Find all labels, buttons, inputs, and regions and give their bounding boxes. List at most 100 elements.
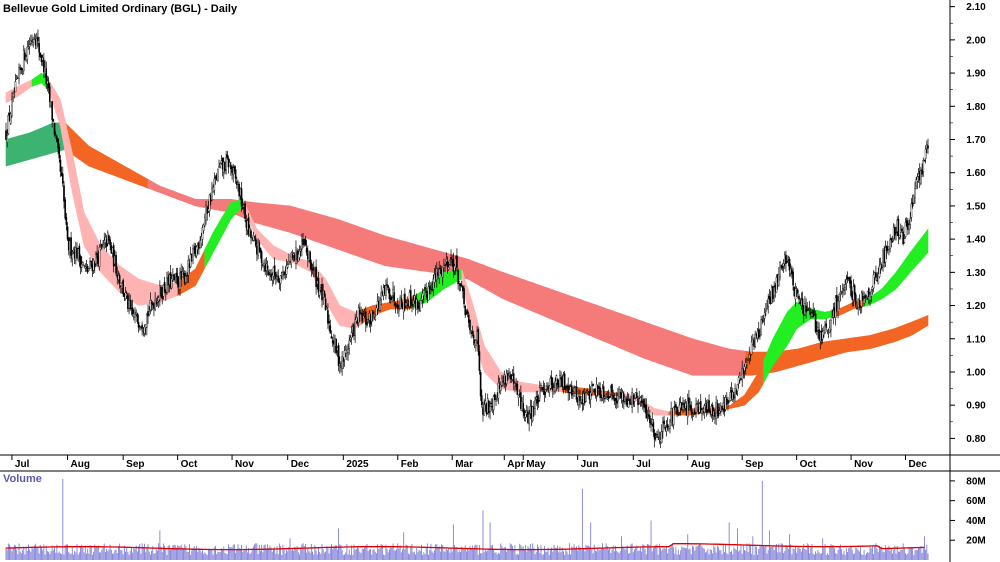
price-candle <box>735 388 738 395</box>
price-candle <box>902 226 904 246</box>
price-candle <box>347 343 349 361</box>
price-candle <box>14 73 17 93</box>
price-candle <box>915 176 917 190</box>
price-candle <box>872 270 875 293</box>
price-candle <box>154 292 156 312</box>
price-candle <box>602 380 605 404</box>
price-candle <box>653 429 656 448</box>
price-axis-ticks: 2.10 2.00 1.90 1.80 1.70 1.60 1.50 1.40 1.30 1.20… <box>950 2 986 456</box>
price-candle <box>898 234 901 240</box>
price-candle <box>612 389 614 400</box>
price-candle <box>875 265 877 281</box>
price-candle <box>595 377 598 402</box>
price-candle <box>354 313 356 343</box>
price-candle <box>636 388 638 399</box>
price-candle <box>490 398 493 412</box>
price-candle <box>53 122 56 137</box>
price-candle <box>83 264 85 268</box>
price-candle <box>554 377 556 394</box>
price-candle <box>695 397 697 418</box>
price-candle <box>341 351 343 376</box>
price-candle <box>93 261 96 273</box>
date-axis-ticks: Jul Aug Sep Oct Nov Dec 2025 Feb Mar Apr May Jun Jul… <box>11 455 928 470</box>
price-candle <box>273 257 276 281</box>
price-candle <box>52 118 55 123</box>
price-candle <box>911 194 914 209</box>
price-candle <box>155 297 158 308</box>
price-candle <box>263 259 265 273</box>
price-candle <box>781 263 784 272</box>
price-candle <box>483 398 485 416</box>
price-candle <box>288 253 290 265</box>
price-candle <box>701 407 703 421</box>
price-candle <box>845 274 848 291</box>
price-candle <box>627 393 630 408</box>
price-candle <box>388 287 391 303</box>
price-candle <box>598 382 600 395</box>
price-candle <box>746 357 748 369</box>
price-candle <box>757 321 760 340</box>
price-candle <box>213 172 216 196</box>
price-candle <box>43 53 45 78</box>
price-candle <box>335 338 338 356</box>
price-candle <box>163 276 166 294</box>
volume-axis-ticks: 80M 60M 40M 20M <box>950 476 986 547</box>
price-candle <box>187 255 190 284</box>
date-tick-label: Apr <box>507 459 524 470</box>
price-candle <box>101 243 103 250</box>
price-candle <box>71 249 74 267</box>
price-candle <box>517 394 520 406</box>
price-candle <box>864 293 867 303</box>
price-candle <box>173 273 175 282</box>
price-candle <box>870 289 872 303</box>
price-candle <box>550 370 553 390</box>
price-candle <box>125 290 128 299</box>
price-candle <box>903 234 906 244</box>
price-candle <box>202 223 205 234</box>
price-candle <box>586 387 588 394</box>
price-candle <box>838 293 841 309</box>
price-candle <box>663 415 665 429</box>
price-candle <box>812 302 814 318</box>
price-candle <box>269 269 271 281</box>
date-tick-label: Dec <box>909 459 928 470</box>
date-tick-label: Sep <box>745 459 763 470</box>
price-candle <box>844 279 846 295</box>
price-candle <box>496 392 498 402</box>
price-candle <box>469 319 471 335</box>
price-candle <box>247 213 250 237</box>
price-candle <box>657 429 659 440</box>
price-candle <box>64 197 66 221</box>
price-candle <box>458 281 461 292</box>
price-candle <box>754 330 756 349</box>
price-candle <box>379 297 381 312</box>
volume-panel-label: Volume <box>3 473 42 485</box>
price-tick-label: 2.00 <box>966 35 986 46</box>
price-candle <box>669 419 671 434</box>
price-candle <box>536 390 539 410</box>
price-candle <box>419 300 422 312</box>
price-candle <box>716 399 719 419</box>
price-candle <box>291 249 294 261</box>
price-candle <box>375 304 378 316</box>
price-candle <box>475 339 477 352</box>
price-candle <box>617 387 619 408</box>
price-candle <box>739 371 741 384</box>
price-tick-label: 1.80 <box>966 102 986 113</box>
price-candle <box>309 250 311 271</box>
price-candle <box>585 391 587 403</box>
price-candle <box>573 385 575 397</box>
date-tick-label: Oct <box>181 459 198 470</box>
price-candle <box>923 159 926 162</box>
price-candle <box>837 296 839 319</box>
price-candle <box>708 394 710 414</box>
price-candle <box>330 330 333 339</box>
price-candle <box>922 157 925 177</box>
price-candle <box>821 327 824 344</box>
price-candle <box>338 356 341 374</box>
price-candle <box>593 388 596 395</box>
date-tick-label: Aug <box>71 459 90 470</box>
price-candle <box>318 290 321 299</box>
price-candle <box>195 245 198 259</box>
price-candle <box>572 388 574 400</box>
